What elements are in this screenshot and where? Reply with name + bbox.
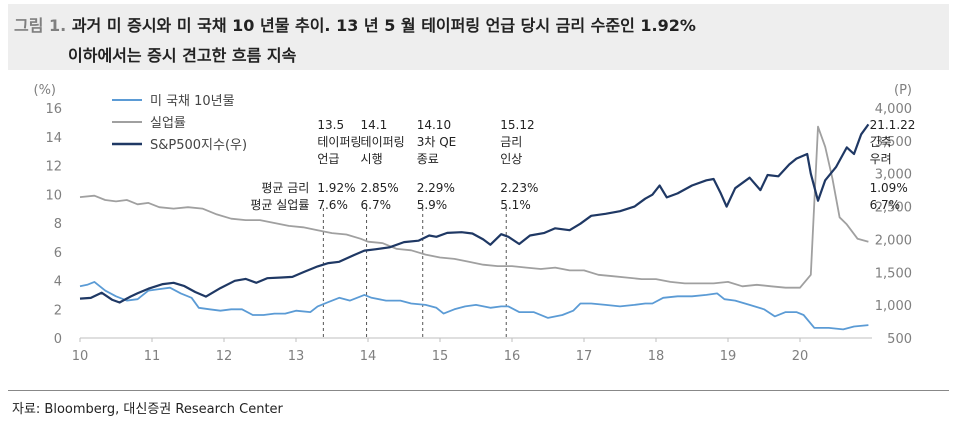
event-label1: 금리 [500,135,522,149]
y-left-tick-label: 0 [54,332,62,347]
event-unemp: 5.1% [500,198,531,212]
event-date: 14.1 [361,118,388,132]
event-date: 21.1.22 [870,118,916,132]
event-label2: 언급 [317,152,339,166]
series-line-2 [79,123,870,304]
x-tick-label: 14 [360,349,377,364]
series-line-0 [79,281,869,331]
y-left-tick-label: 12 [45,160,62,175]
x-tick-label: 12 [216,349,233,364]
y-left-tick-label: 4 [54,275,62,290]
x-tick-label: 18 [648,349,665,364]
y-left-tick-label: 16 [45,102,62,117]
y-left-tick-label: 10 [45,188,62,203]
y-right-tick-label: 1,500 [875,266,912,281]
event-date: 13.5 [317,118,344,132]
event-rate: 1.09% [870,181,908,195]
x-tick-label: 11 [144,349,161,364]
event-unemp: 7.6% [317,198,348,212]
event-date: 14.10 [417,118,451,132]
y-left-tick-label: 8 [54,217,62,232]
y-right-tick-label: 3,000 [875,168,912,183]
divider [8,390,949,391]
y-left-tick-label: 2 [54,303,62,318]
event-unemp: 6.7% [361,198,392,212]
x-tick-label: 15 [432,349,449,364]
source-note: 자료: Bloomberg, 대신증권 Research Center [12,402,283,417]
y-left-tick-label: 6 [54,246,62,261]
event-unemp: 6.7% [870,198,901,212]
title-line-1: 그림 1. 과거 미 증시와 미 국채 10 년물 추이. 13 년 5 월 테… [14,12,696,36]
y-right-tick-label: 2,500 [875,201,912,216]
x-tick-label: 19 [720,349,737,364]
title-line-2: 이하에서는 증시 견고한 흐름 지속 [68,46,297,65]
event-label2: 종료 [417,152,439,166]
event-date: 15.12 [500,118,534,132]
event-label1: 테이퍼링 [361,135,405,149]
event-unemp: 5.9% [417,198,448,212]
legend-label: 실업률 [150,116,186,131]
event-label2: 우려 [870,152,892,166]
event-rate: 2.29% [417,181,455,195]
y-right-tick-label: 3,500 [875,135,912,150]
line-chart: 10 11 12 13 14 15 16 17 18 19 20 0 2 4 6 8 10 12 14 16 (%) 50… [34,83,916,364]
y-left-tick-label: 14 [45,131,62,146]
title-text-1: 과거 미 증시와 미 국채 10 년물 추이. 13 년 5 월 테이퍼링 언급… [71,16,696,35]
legend-label: 미 국채 10년물 [150,94,235,109]
y-right-tick-label: 4,000 [875,102,912,117]
y-right-tick-label: 500 [887,332,912,347]
event-label1: 3차 QE [417,135,457,149]
y-right-tick-label: 2,000 [875,233,912,248]
event-label1: 테이퍼링 [317,135,361,149]
event-label1: 긴축 [870,135,892,149]
x-tick-label: 13 [288,349,305,364]
figure-label: 그림 1. [14,16,67,35]
x-tick-label: 17 [576,349,593,364]
x-tick-label: 10 [72,349,89,364]
event-label2: 인상 [500,152,522,166]
event-rate: 2.23% [500,181,538,195]
y-left-axis-label: (%) [34,83,57,98]
event-rate: 2.85% [361,181,399,195]
avg-unemp-label: 평균 실업률 [250,198,309,212]
event-label2: 시행 [361,151,383,166]
title-box: 그림 1. 과거 미 증시와 미 국채 10 년물 추이. 13 년 5 월 테… [8,4,949,70]
y-right-tick-label: 1,000 [875,299,912,314]
event-rate: 1.92% [317,181,355,195]
x-tick-label: 20 [792,349,809,364]
y-right-axis-label: (P) [894,83,912,98]
series-line-1 [79,125,869,289]
x-tick-label: 16 [504,349,521,364]
legend-label: S&P500지수(우) [150,138,247,153]
avg-rate-label: 평균 금리 [261,181,309,195]
